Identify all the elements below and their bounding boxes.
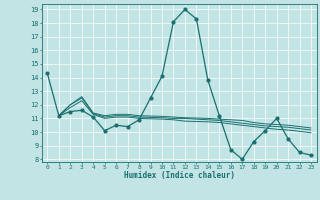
X-axis label: Humidex (Indice chaleur): Humidex (Indice chaleur) xyxy=(124,171,235,180)
